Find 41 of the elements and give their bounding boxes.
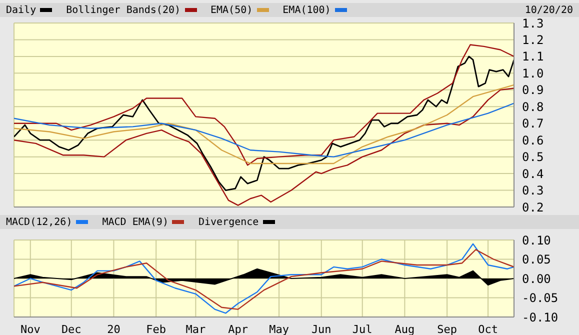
x-tick-label: Sep [437, 322, 457, 335]
legend-label: MACD EMA(9) [102, 216, 168, 228]
y-tick-label: 0.00 [522, 272, 551, 286]
y-tick-label: 0.6 [522, 133, 544, 148]
y-tick-label: 1.0 [522, 66, 544, 80]
line-series [14, 84, 514, 164]
y-tick-label: -0.05 [522, 291, 558, 306]
x-tick-label: Apr [228, 322, 248, 335]
legend-label: MACD(12,26) [6, 216, 72, 228]
legend-label: Divergence [198, 216, 259, 228]
y-tick-label: 0.8 [522, 100, 544, 114]
line-series [14, 102, 514, 158]
y-tick-label: 0.2 [522, 200, 544, 214]
y-tick-label: 1.1 [522, 50, 544, 64]
x-tick-label: Mar [186, 322, 206, 335]
y-tick-label: 0.4 [522, 166, 544, 181]
y-tick-label: 0.7 [522, 116, 544, 131]
x-tick-label: Nov [20, 322, 41, 335]
legend-label: Bollinger Bands(20) [66, 4, 180, 16]
y-tick-label: 0.9 [522, 83, 544, 98]
x-tick-label: Jun [311, 322, 332, 335]
y-tick-label: 1.2 [522, 32, 544, 47]
y-tick-label: 0.05 [522, 252, 551, 267]
y-tick-label: -0.10 [522, 310, 558, 324]
legend-label: EMA(50) [210, 4, 253, 16]
y-tick-label: 0.10 [522, 233, 551, 248]
line-series [14, 56, 514, 191]
x-tick-label: 20 [107, 322, 120, 335]
x-tick-label: Jul [352, 322, 372, 335]
line-series [14, 44, 514, 166]
legend-label: EMA(100) [282, 4, 331, 16]
x-tick-label: May [269, 322, 290, 335]
x-tick-label: Aug [394, 322, 415, 335]
y-tick-label: 1.3 [522, 16, 544, 30]
x-tick-label: Dec [61, 322, 82, 335]
x-tick-label: Feb [146, 322, 166, 335]
x-tick-label: Oct [478, 322, 498, 335]
legend-label: Daily [6, 4, 36, 16]
y-tick-label: 0.5 [522, 150, 544, 164]
y-tick-label: 0.3 [522, 184, 544, 198]
text: 10/20/20 [524, 4, 573, 16]
